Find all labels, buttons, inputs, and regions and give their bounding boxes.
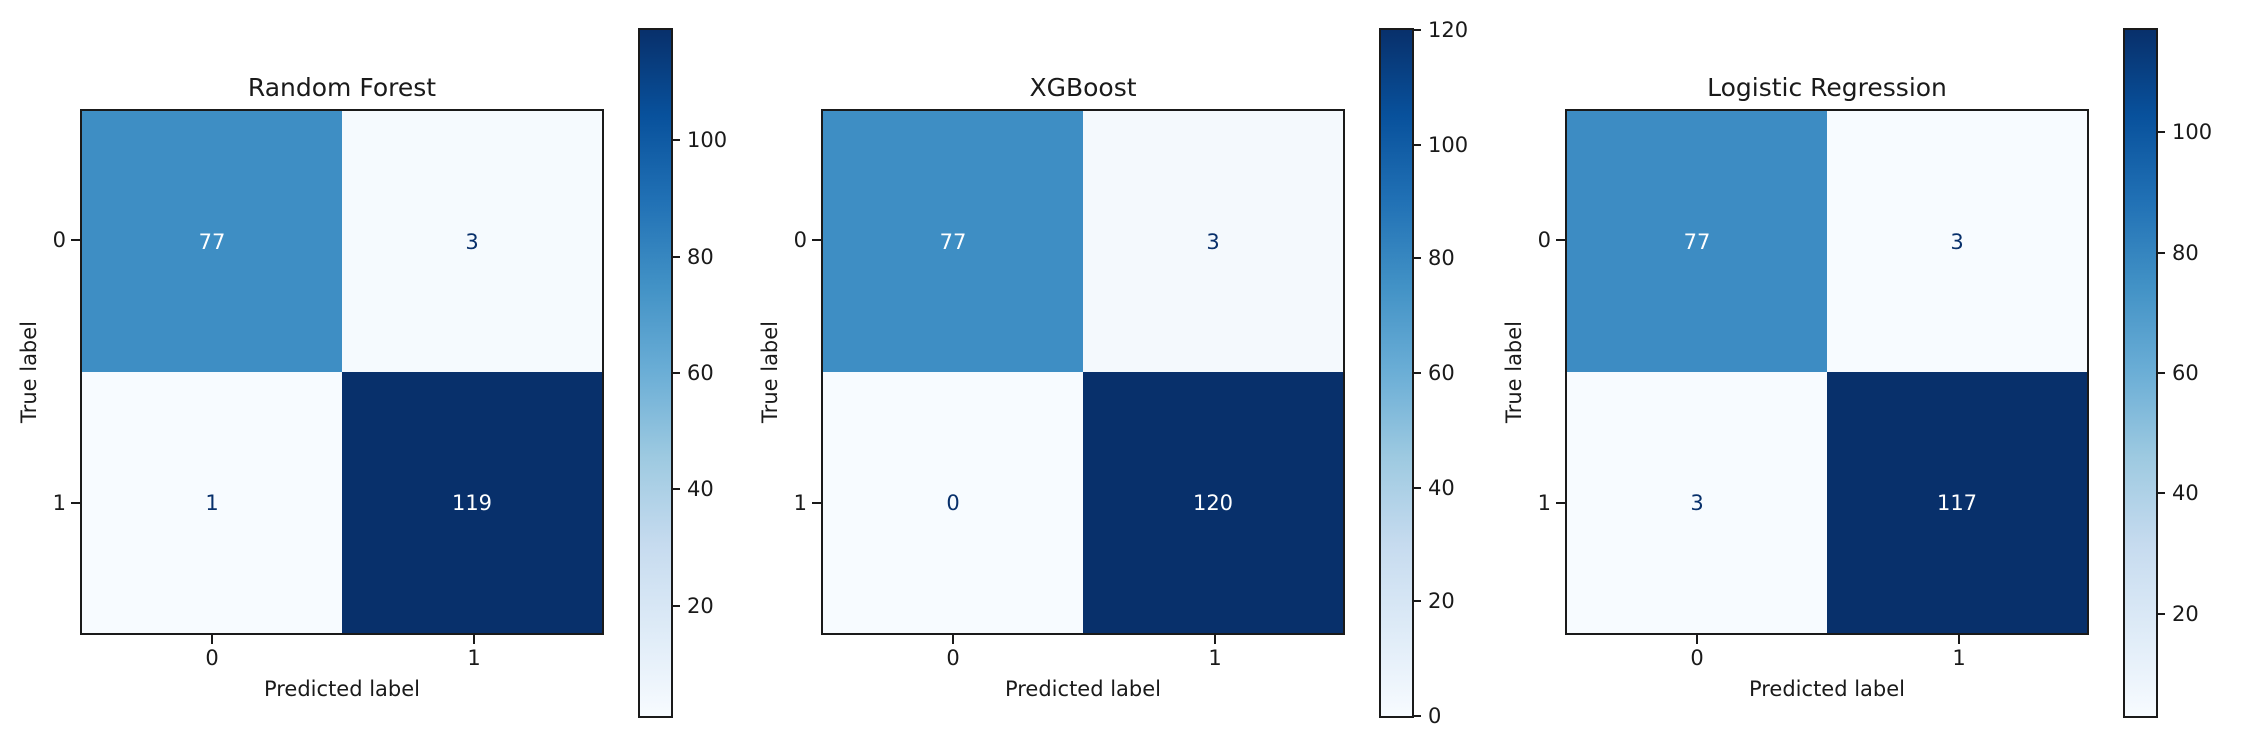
y-tick-mark [812,502,821,504]
colorbar-tick-label: 20 [1428,589,1455,614]
colorbar-tick-mark [671,604,680,607]
matrix-cell-fp: 3 [342,111,602,372]
panel-random-forest-inner: Random Forest True label 0 1 77 3 1 119 … [17,0,830,750]
x-tick-mark [1696,635,1698,644]
y-tick-mark [71,239,80,241]
confusion-matrix: 77 3 1 119 [80,109,604,635]
x-tick-label-0: 0 [946,646,960,670]
y-tick-label-1: 1 [793,491,807,515]
y-tick-label-1: 1 [1537,491,1551,515]
y-tick-mark [812,239,821,241]
colorbar-tick-mark [1412,486,1421,489]
colorbar-tick-mark [1412,143,1421,146]
x-tick-label-0: 0 [1690,646,1704,670]
matrix-cell-tp: 120 [1083,372,1343,633]
panel-logistic-regression: Logistic Regression True label 0 1 77 3 … [1500,0,2250,750]
matrix-cell-fp: 3 [1827,111,2087,372]
colorbar-tick-label: 20 [687,593,714,618]
y-axis-label: True label [17,320,41,424]
colorbar-tick-label: 100 [2172,120,2213,145]
colorbar-tick-mark [2156,131,2165,134]
x-tick-label-1: 1 [467,646,481,670]
colorbar-tick-mark [1412,715,1421,717]
colorbar-tick-mark [671,372,680,374]
x-axis-label: Predicted label [263,677,421,701]
matrix-cell-tn: 77 [823,111,1083,372]
panel-logistic-regression-inner: Logistic Regression True label 0 1 77 3 … [1502,0,2250,750]
matrix-cell-fp: 3 [1083,111,1343,372]
colorbar-tick-mark [671,139,680,142]
matrix-cell-tn: 77 [82,111,342,372]
colorbar-tick-label: 60 [1428,361,1455,385]
x-tick-mark [1214,635,1216,644]
colorbar-tick-label: 40 [1428,475,1455,500]
y-tick-label-0: 0 [52,228,66,252]
x-tick-label-0: 0 [205,646,219,670]
confusion-matrix: 77 3 0 120 [821,109,1345,635]
colorbar-tick-label: 60 [687,361,714,385]
colorbar-tick-mark [1412,29,1421,31]
matrix-cell-fn: 0 [823,372,1083,633]
x-tick-label-1: 1 [1952,646,1966,670]
x-tick-label-1: 1 [1208,646,1222,670]
matrix-cell-tp: 117 [1827,372,2087,633]
colorbar-tick-label: 80 [687,245,714,270]
x-tick-mark [211,635,213,644]
colorbar: 100 80 60 40 20 [638,28,727,718]
chart-title: Logistic Regression [1707,73,1947,102]
panel-random-forest: Random Forest True label 0 1 77 3 1 119 … [0,0,750,750]
colorbar: 100 80 60 40 20 [2123,28,2212,718]
colorbar-tick-mark [2156,612,2165,615]
x-axis-label: Predicted label [1748,677,1906,701]
matrix-cell-tn: 77 [1567,111,1827,372]
y-axis-label: True label [758,320,782,424]
colorbar-tick-label: 0 [1428,704,1442,728]
colorbar-tick-label: 100 [687,128,728,153]
chart-title: Random Forest [247,73,437,102]
colorbar-tick-label: 40 [2172,481,2199,506]
colorbar-tick-mark [2156,372,2165,374]
colorbar-tick-label: 120 [1428,18,1469,42]
colorbar-tick-mark [1412,600,1421,603]
colorbar-tick-label: 80 [2172,240,2199,265]
y-tick-mark [1556,502,1565,504]
colorbar-tick-mark [2156,492,2165,495]
matrix-cell-tp: 119 [342,372,602,633]
y-tick-mark [71,502,80,504]
y-axis-label: True label [1502,320,1526,424]
x-tick-mark [1958,635,1960,644]
colorbar-tick-label: 100 [1428,132,1469,157]
colorbar-tick-mark [671,487,680,490]
colorbar-tick-label: 80 [1428,246,1455,271]
panel-xgboost-inner: XGBoost True label 0 1 77 3 0 120 0 1 Pr… [758,0,1571,750]
confusion-matrix: 77 3 3 117 [1565,109,2089,635]
colorbar-tick-label: 20 [2172,601,2199,626]
y-tick-mark [1556,239,1565,241]
colorbar-tick-mark [2156,251,2165,254]
y-tick-label-0: 0 [1537,228,1551,252]
colorbar-tick-mark [1412,372,1421,374]
matrix-cell-fn: 3 [1567,372,1827,633]
x-tick-mark [952,635,954,644]
chart-title: XGBoost [1029,73,1137,102]
y-tick-label-0: 0 [793,228,807,252]
y-tick-label-1: 1 [52,491,66,515]
colorbar-tick-label: 40 [687,476,714,501]
matrix-cell-fn: 1 [82,372,342,633]
colorbar: 120 100 80 60 40 20 0 [1379,18,1468,728]
panel-xgboost: XGBoost True label 0 1 77 3 0 120 0 1 Pr… [750,0,1500,750]
colorbar-tick-mark [1412,257,1421,260]
x-axis-label: Predicted label [1004,677,1162,701]
x-tick-mark [473,635,475,644]
colorbar-tick-mark [671,256,680,259]
colorbar-tick-label: 60 [2172,361,2199,385]
